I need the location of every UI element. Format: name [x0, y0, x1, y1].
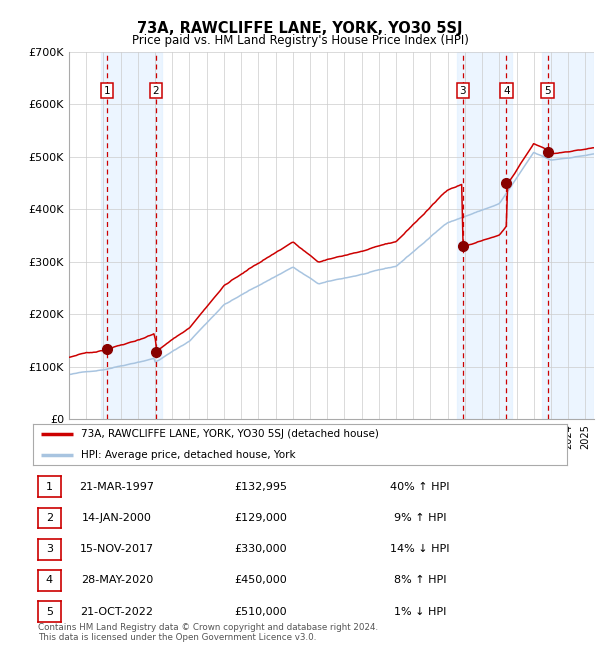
Bar	[101, 52, 162, 419]
Text: Contains HM Land Registry data © Crown copyright and database right 2024.
This d: Contains HM Land Registry data © Crown c…	[38, 623, 378, 642]
Text: 73A, RAWCLIFFE LANE, YORK, YO30 5SJ: 73A, RAWCLIFFE LANE, YORK, YO30 5SJ	[137, 21, 463, 36]
Text: 5: 5	[46, 606, 53, 617]
Text: 15-NOV-2017: 15-NOV-2017	[80, 544, 154, 554]
Text: £330,000: £330,000	[235, 544, 287, 554]
Text: £132,995: £132,995	[235, 482, 287, 492]
Text: 21-OCT-2022: 21-OCT-2022	[80, 606, 154, 617]
Text: 4: 4	[46, 575, 53, 586]
Text: 40% ↑ HPI: 40% ↑ HPI	[390, 482, 450, 492]
Text: 8% ↑ HPI: 8% ↑ HPI	[394, 575, 446, 586]
Text: 1: 1	[104, 86, 110, 96]
Text: £510,000: £510,000	[235, 606, 287, 617]
Text: 2: 2	[46, 513, 53, 523]
Text: 14% ↓ HPI: 14% ↓ HPI	[390, 544, 450, 554]
Text: 14-JAN-2000: 14-JAN-2000	[82, 513, 152, 523]
Text: HPI: Average price, detached house, York: HPI: Average price, detached house, York	[81, 450, 296, 460]
Bar	[542, 52, 594, 419]
Text: 21-MAR-1997: 21-MAR-1997	[79, 482, 155, 492]
Bar	[457, 52, 512, 419]
Text: 3: 3	[460, 86, 466, 96]
Text: £129,000: £129,000	[235, 513, 287, 523]
Text: £450,000: £450,000	[235, 575, 287, 586]
Text: 5: 5	[544, 86, 551, 96]
Text: Price paid vs. HM Land Registry's House Price Index (HPI): Price paid vs. HM Land Registry's House …	[131, 34, 469, 47]
Text: 1: 1	[46, 482, 53, 492]
Text: 73A, RAWCLIFFE LANE, YORK, YO30 5SJ (detached house): 73A, RAWCLIFFE LANE, YORK, YO30 5SJ (det…	[81, 429, 379, 439]
Text: 28-MAY-2020: 28-MAY-2020	[81, 575, 153, 586]
Text: 4: 4	[503, 86, 509, 96]
Text: 1% ↓ HPI: 1% ↓ HPI	[394, 606, 446, 617]
Text: 2: 2	[152, 86, 159, 96]
Text: 9% ↑ HPI: 9% ↑ HPI	[394, 513, 446, 523]
Text: 3: 3	[46, 544, 53, 554]
